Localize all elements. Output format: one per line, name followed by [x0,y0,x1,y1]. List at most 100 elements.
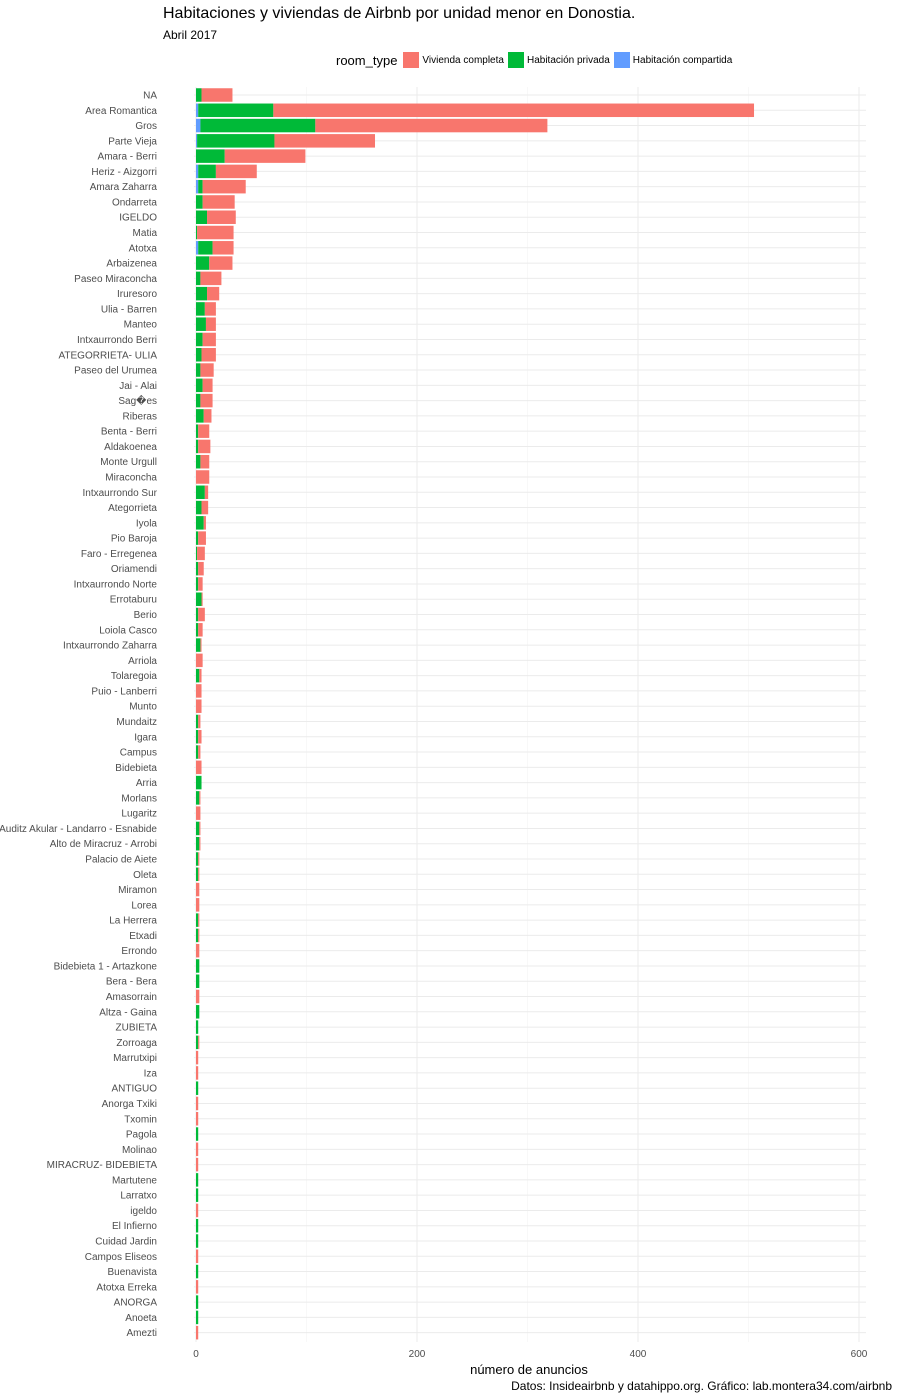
bar-segment [197,225,234,240]
bar-segment [315,118,548,133]
bar-segment [199,668,202,683]
y-tick-label: Campus [120,748,157,759]
y-tick-label: Larratxo [120,1191,157,1202]
bar-segment [201,500,209,515]
bar-segment [196,1066,199,1080]
bar-segment [196,149,225,163]
y-tick-label: MIRACRUZ- BIDEBIETA [47,1160,158,1171]
bar-segment [196,974,200,988]
y-tick-label: Martutene [112,1175,157,1186]
bar-segment [196,134,198,148]
bar-segment [201,348,216,362]
bar-segment [198,164,216,179]
bar-segment [196,745,199,759]
y-tick-label: Manteo [124,320,158,331]
bar-segment [202,378,213,393]
y-tick-label: Arbaizenea [106,259,157,270]
bar-segment [198,730,202,744]
bar-segment [198,714,201,729]
y-tick-label: Miraconcha [105,473,157,484]
bar-segment [203,516,206,530]
y-tick-label: Riberas [123,411,157,422]
bar-segment [196,1005,200,1019]
bar-segment [196,531,199,545]
bar-segment [215,164,257,179]
bar-segment [196,1081,199,1095]
bar-segment [196,1264,199,1279]
bar-segment [198,424,210,438]
bar-segment [196,271,201,286]
y-tick-label: Iza [144,1068,158,1079]
bar-segment [196,577,199,591]
bar-segment [196,118,201,133]
y-tick-label: Berio [134,610,158,621]
y-tick-label: Molinao [122,1145,157,1156]
y-tick-label: igeldo [130,1206,157,1217]
bar-segment [196,913,199,927]
bar-segment [196,241,199,255]
y-tick-label: Alto de Miracruz - Arrobi [50,839,157,850]
bar-segment [202,195,235,209]
bar-segment [196,286,208,301]
y-tick-label: Paseo Miraconcha [74,274,157,285]
bar-segment [200,454,210,469]
y-tick-label: La Herrera [109,916,157,927]
bar-segment [196,378,203,393]
y-tick-label: Errondo [121,946,157,957]
bar-segment [196,179,199,194]
bar-segment [196,454,201,469]
chart-caption: Datos: Insideairbnb y datahippo.org. Grá… [511,1379,892,1393]
bar-segment [198,531,206,545]
x-tick-label: 0 [193,1349,199,1360]
bar-segment [196,943,200,958]
bar-segment [205,317,216,331]
bar-segment [201,88,233,102]
y-tick-label: Puio - Lanberri [91,686,157,697]
y-tick-label: Faro - Erregenea [81,549,158,560]
y-tick-label: Ondarreta [112,197,157,208]
y-tick-label: Errotaburu [110,595,157,606]
bar-segment [196,668,200,683]
bar-segment [196,898,200,912]
bar-segment [202,332,216,347]
y-tick-label: Ulia - Barren [101,304,157,315]
bar-segment [196,836,200,851]
bar-segment [196,821,200,836]
y-tick-label: ZUBIETA [116,1023,158,1034]
bar-segment [212,241,234,255]
bar-segment [198,928,200,943]
legend-label-compartida: Habitación compartida [632,54,733,66]
legend-item-privada: Habitación privada [507,52,610,68]
bar-segment [199,836,201,851]
y-tick-label: Zorroaga [116,1038,157,1049]
bar-segment [196,1173,199,1187]
y-tick-label: Campos Eliseos [85,1252,157,1263]
bar-segment [196,1112,199,1126]
y-tick-label: Paseo del Urumea [74,366,157,377]
bar-segment [196,561,199,576]
y-tick-label: Igara [134,732,157,743]
y-tick-label: Matia [133,228,158,239]
y-tick-label: Lugaritz [121,809,157,820]
legend-label-privada: Habitación privada [526,54,610,66]
bar-segment [196,195,203,209]
y-tick-label: Iruresoro [117,289,157,300]
bar-segment [201,592,203,606]
bar-segment [196,791,200,805]
y-tick-label: Ategorrieta [108,503,157,514]
y-tick-label: Cuidad Jardin [95,1237,157,1248]
y-tick-label: Sag�es [118,394,157,407]
bar-segment [198,623,203,637]
legend-item-compartida: Habitación compartida [613,52,733,68]
bar-segment [196,730,199,744]
bar-segment [196,1157,199,1172]
bar-segment [196,684,202,698]
y-tick-label: Pio Baroja [111,534,158,545]
bar-segment [198,439,211,454]
legend-key-privada [507,52,524,68]
y-tick-label: Miramon [118,885,157,896]
y-tick-label: Munto [129,702,157,713]
legend-key-vivienda [403,52,420,68]
bar-segment [200,638,202,652]
